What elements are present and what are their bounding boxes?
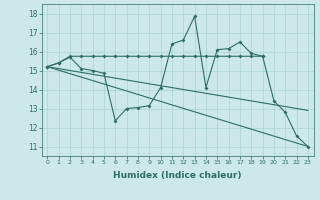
X-axis label: Humidex (Indice chaleur): Humidex (Indice chaleur) (113, 171, 242, 180)
